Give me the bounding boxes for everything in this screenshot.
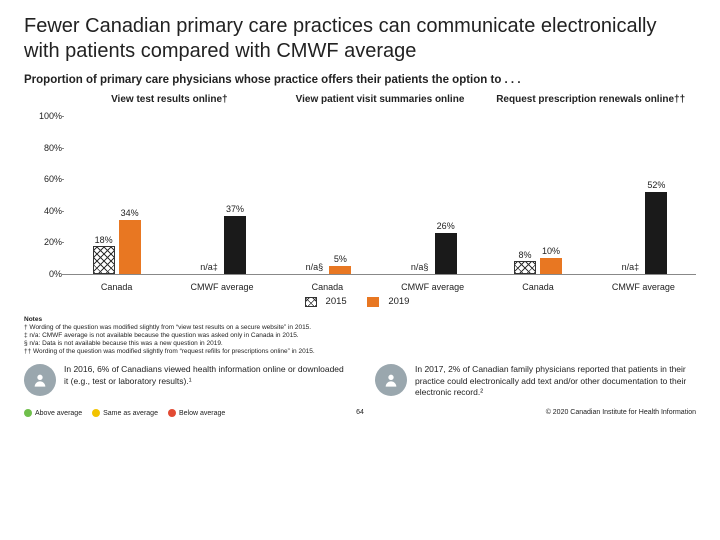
bar-chart: 100%80%60%40%20%0% View test results onl… — [24, 94, 696, 274]
bar-value-label: n/a§ — [306, 262, 324, 272]
subtitle: Proportion of primary care physicians wh… — [24, 74, 696, 86]
group-label: CMWF average — [169, 278, 274, 292]
bar-value-label: 5% — [334, 254, 347, 264]
legend: 2015 2019 — [24, 296, 696, 310]
chart-panel: View patient visit summaries online n/a§ 5… — [275, 94, 486, 274]
plot-area: View test results online†18%34%n/a‡37%Vi… — [64, 94, 696, 274]
bar: 34% — [119, 220, 141, 274]
y-tick-label: 40% — [44, 206, 62, 216]
callout-2: In 2017, 2% of Canadian family physician… — [375, 364, 696, 398]
dot-below-icon — [168, 409, 176, 417]
legend-label-2019: 2019 — [388, 296, 409, 307]
y-tick-label: 60% — [44, 174, 62, 184]
perf-below: Below average — [179, 409, 225, 416]
note-line: § n/a: Data is not available because thi… — [24, 340, 696, 348]
dot-above-icon — [24, 409, 32, 417]
footer: Above average Same as average Below aver… — [24, 409, 696, 417]
perf-same: Same as average — [103, 409, 158, 416]
person-icon — [375, 364, 407, 396]
bar: 10% — [540, 258, 562, 274]
notes-block: Notes † Wording of the question was modi… — [24, 316, 696, 357]
bar-value-label: n/a‡ — [200, 262, 218, 272]
bar-value-label: n/a§ — [411, 262, 429, 272]
bar-value-label: n/a‡ — [622, 262, 640, 272]
bar: 18% — [93, 246, 115, 274]
bar: 37% — [224, 216, 246, 274]
group-label: Canada — [64, 278, 169, 292]
group-label: CMWF average — [380, 278, 485, 292]
bar-value-label: 34% — [121, 208, 139, 218]
callout-1: In 2016, 6% of Canadians viewed health i… — [24, 364, 345, 398]
note-line: †† Wording of the question was modified … — [24, 348, 696, 356]
performance-legend: Above average Same as average Below aver… — [24, 409, 225, 417]
y-tick-label: 20% — [44, 237, 62, 247]
dot-same-icon — [92, 409, 100, 417]
bar-value-label: 52% — [647, 180, 665, 190]
bar-group: n/a‡ 37% — [169, 116, 274, 274]
bar-value-label: 26% — [437, 221, 455, 231]
bar: 8% — [514, 261, 536, 274]
panel-title: Request prescription renewals online†† — [485, 94, 696, 116]
bar: 5% — [329, 266, 351, 274]
perf-above: Above average — [35, 409, 82, 416]
bar-value-label: 8% — [519, 250, 532, 260]
legend-swatch-2019 — [367, 297, 379, 307]
y-axis-labels: 100%80%60%40%20%0% — [24, 94, 62, 274]
group-label: Canada — [485, 278, 590, 292]
notes-heading: Notes — [24, 316, 696, 324]
callout-text-2: In 2017, 2% of Canadian family physician… — [415, 364, 696, 398]
bar-group: n/a§ 26% — [380, 116, 485, 274]
y-tick-label: 80% — [44, 143, 62, 153]
bar-group: n/a‡ 52% — [591, 116, 696, 274]
page-number: 64 — [356, 409, 364, 416]
copyright: © 2020 Canadian Institute for Health Inf… — [546, 409, 696, 416]
bar-value-label: 18% — [95, 235, 113, 245]
page-title: Fewer Canadian primary care practices ca… — [24, 14, 696, 64]
bar: 26% — [435, 233, 457, 274]
group-label: Canada — [275, 278, 380, 292]
bar-group: 18%34% — [64, 116, 169, 274]
person-icon — [24, 364, 56, 396]
panel-title: View test results online† — [64, 94, 275, 116]
callout-text-1: In 2016, 6% of Canadians viewed health i… — [64, 364, 345, 398]
bar-value-label: 37% — [226, 204, 244, 214]
group-label: CMWF average — [591, 278, 696, 292]
chart-panel: Request prescription renewals online††8%… — [485, 94, 696, 274]
y-tick-label: 100% — [39, 111, 62, 121]
note-line: † Wording of the question was modified s… — [24, 324, 696, 332]
bar-group: n/a§ 5% — [275, 116, 380, 274]
bar-group: 8% 10% — [485, 116, 590, 274]
bar: 52% — [645, 192, 667, 274]
legend-swatch-2015 — [305, 297, 317, 307]
panel-title: View patient visit summaries online — [275, 94, 486, 116]
callouts: In 2016, 6% of Canadians viewed health i… — [24, 364, 696, 398]
legend-label-2015: 2015 — [326, 296, 347, 307]
note-line: ‡ n/a: CMWF average is not available bec… — [24, 332, 696, 340]
chart-panel: View test results online†18%34%n/a‡37% — [64, 94, 275, 274]
bar-value-label: 10% — [542, 246, 560, 256]
